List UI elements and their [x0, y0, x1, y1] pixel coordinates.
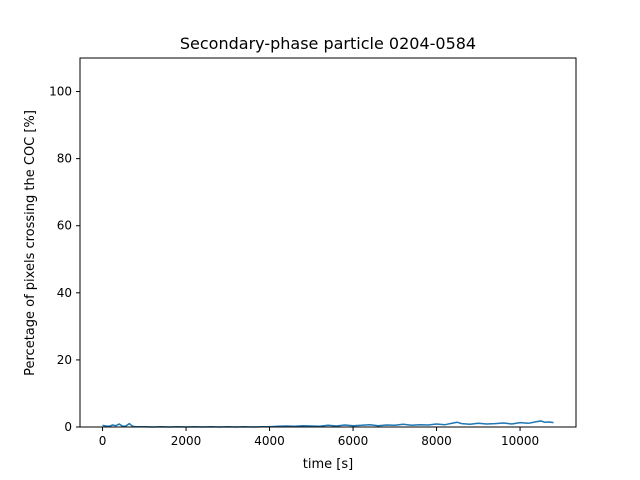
- y-tick-label: 20: [57, 353, 72, 367]
- chart-title: Secondary-phase particle 0204-0584: [180, 34, 476, 53]
- y-tick-label: 80: [57, 152, 72, 166]
- y-axis-ticks: 0 20 40 60 80 100: [49, 85, 80, 434]
- y-tick-label: 100: [49, 85, 72, 99]
- y-axis-label: Percetage of pixels crossing the COC [%]: [23, 110, 38, 376]
- plot-frame: [79, 57, 577, 428]
- y-tick-label: 40: [57, 286, 72, 300]
- x-tick-label: 0: [99, 434, 107, 448]
- x-tick-label: 10000: [501, 434, 539, 448]
- x-axis-label: time [s]: [303, 457, 353, 472]
- x-tick-label: 2000: [171, 434, 202, 448]
- y-tick-label: 60: [57, 219, 72, 233]
- x-axis-ticks: 0 2000 4000 6000 8000 10000: [99, 427, 539, 448]
- y-tick-label: 0: [64, 420, 72, 434]
- x-tick-label: 6000: [338, 434, 369, 448]
- x-tick-label: 8000: [421, 434, 452, 448]
- x-tick-label: 4000: [254, 434, 285, 448]
